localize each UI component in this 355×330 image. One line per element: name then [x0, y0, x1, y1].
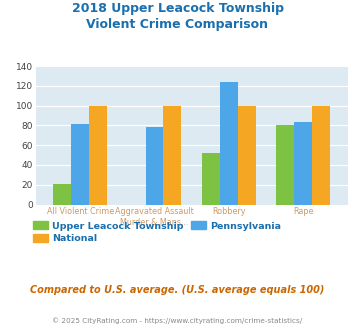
Bar — [277, 125, 294, 205]
Legend: Upper Leacock Township, National, Pennsylvania: Upper Leacock Township, National, Pennsy… — [29, 217, 285, 247]
Bar — [89, 106, 107, 205]
Text: 2018 Upper Leacock Township
Violent Crime Comparison: 2018 Upper Leacock Township Violent Crim… — [71, 2, 284, 31]
Bar — [238, 106, 256, 205]
Bar — [220, 82, 238, 205]
Bar — [294, 122, 312, 205]
Bar — [146, 127, 163, 205]
Bar — [312, 106, 330, 205]
Bar — [163, 106, 181, 205]
Bar — [202, 153, 220, 205]
Bar — [53, 184, 71, 205]
Text: © 2025 CityRating.com - https://www.cityrating.com/crime-statistics/: © 2025 CityRating.com - https://www.city… — [53, 317, 302, 324]
Bar — [71, 124, 89, 205]
Text: Compared to U.S. average. (U.S. average equals 100): Compared to U.S. average. (U.S. average … — [30, 285, 325, 295]
